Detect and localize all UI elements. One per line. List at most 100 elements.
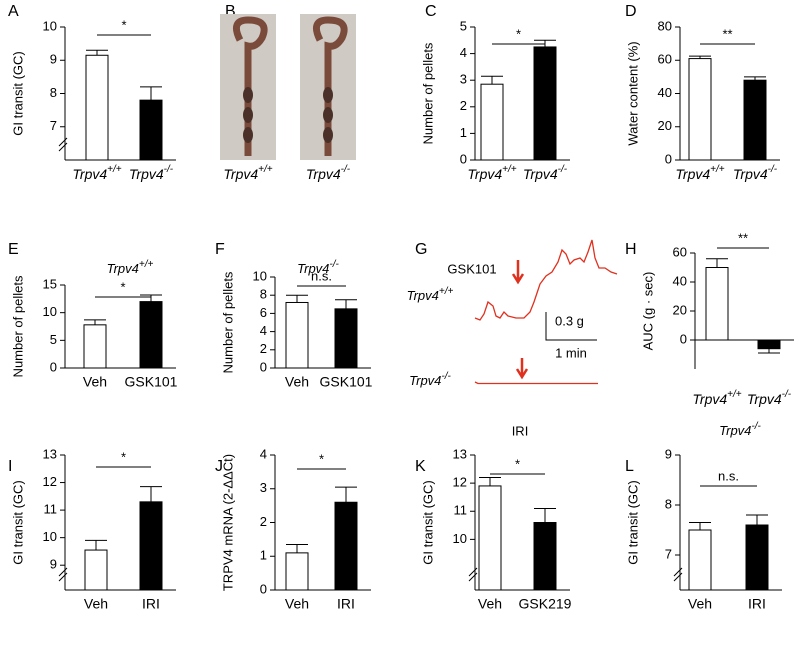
y-tick-label: 0 [260,581,267,596]
y-tick-label: 8 [260,287,267,302]
x-tick-label: IRI [337,596,355,612]
y-tick-label: 10 [43,18,57,33]
panel: G GSK101 Trpv4+/+ 0.3 g 1 min Trpv4-/- [407,239,618,388]
bar [533,46,557,161]
bar [85,54,109,161]
significance: ** [738,230,748,245]
panel-letter: C [425,3,437,20]
y-tick-label: 10 [453,531,467,546]
significance: * [121,449,126,464]
y-axis-label: Number of pellets [10,275,25,377]
panel: F 0 2 4 6 8 10 Number of pellets Veh GSK101 n.s.Tr… [215,241,373,389]
panel-letter: A [8,3,19,20]
panel: I 9 10 11 12 13 GI transit (GC) Veh IRI * [8,446,176,612]
panel-letter: K [415,458,426,475]
x-tick-label: Veh [478,596,502,612]
y-tick-label: 0 [665,151,672,166]
bar [285,301,309,369]
panel: H 0 20 40 60 AUC (g · sec) Trpv4+/+ Trpv4-/- ** [625,230,794,407]
y-tick-label: 0 [50,359,57,374]
y-tick-label: 2 [260,341,267,356]
axis-break [58,142,68,152]
y-tick-label: 3 [460,72,467,87]
y-tick-label: 5 [50,332,57,347]
y-tick-label: 0 [260,359,267,374]
trace [474,239,618,321]
axis-break [58,572,68,582]
x-tick-label: Trpv4-/- [733,164,778,182]
bar [688,58,712,161]
y-tick-label: 15 [43,276,57,291]
significance: * [319,451,324,466]
bar [533,522,557,591]
x-tick-label: Trpv4+/+ [675,164,724,182]
axis-break [673,572,683,582]
axis-break [58,567,68,577]
x-tick-label: Veh [83,374,107,390]
significance: * [515,456,520,471]
y-tick-label: 80 [658,18,672,33]
significance: n.s. [718,468,739,483]
y-tick-label: 7 [50,118,57,133]
axis-break [673,567,683,577]
panel-letter: J [215,458,223,475]
pellet [323,107,333,123]
y-tick-label: 9 [50,557,57,572]
panel-letter: L [625,458,634,475]
panel-letter: G [415,241,427,258]
y-tick-label: 10 [43,304,57,319]
x-tick-label: Trpv4+/+ [72,164,121,182]
significance: * [120,279,125,294]
scale-x-label: 1 min [555,345,587,360]
panel-title: Trpv4+/+ [107,259,154,276]
x-tick-label: Trpv4-/- [129,164,174,182]
photo-label: Trpv4+/+ [223,164,272,182]
y-tick-label: 10 [253,268,267,283]
y-axis-label: GI transit (GC) [10,51,25,136]
bar [139,301,163,369]
y-tick-label: 6 [260,305,267,320]
panel-letter: E [8,241,19,258]
x-tick-label: GSK101 [320,374,373,390]
y-tick-label: 60 [673,244,687,259]
scale-bar [545,312,597,341]
scale-y-label: 0.3 g [555,313,584,328]
pellet [243,127,253,143]
bar [139,501,163,591]
y-tick-label: 1 [260,548,267,563]
y-tick-label: 13 [43,446,57,461]
y-tick-label: 20 [673,302,687,317]
x-tick-label: Trpv4+/+ [467,164,516,182]
panel-letter: B [225,3,236,20]
panel: A 7 8 9 10 GI transit (GC) Trpv4+/+ Trpv4-/- * [8,3,176,182]
y-axis-label: AUC (g · sec) [640,272,655,351]
bar [478,485,502,591]
y-tick-label: 0 [680,331,687,346]
panel: D 0 20 40 60 80 Water content (%) Trpv4+/+ Trpv4… [625,3,780,182]
bar [745,524,769,591]
panel: J 0 1 2 3 4 TRPV4 mRNA (2-ΔΔCt) Veh IRI * [215,446,371,612]
x-tick-label: Veh [285,374,309,390]
y-tick-label: 8 [665,496,672,511]
y-tick-label: 5 [460,18,467,33]
y-tick-label: 3 [260,480,267,495]
bar [480,83,504,161]
y-tick-label: 20 [658,118,672,133]
x-tick-label: Veh [285,596,309,612]
y-tick-label: 2 [260,514,267,529]
pellet [243,107,253,123]
x-tick-label: Trpv4-/- [523,164,568,182]
pellet [323,127,333,143]
bar [84,549,108,591]
axis-break [468,572,478,582]
y-axis-label: Number of pellets [420,42,435,144]
y-tick-label: 60 [658,52,672,67]
panel-letter: H [625,241,637,258]
y-tick-label: 40 [658,85,672,100]
significance: * [516,26,521,41]
y-tick-label: 4 [260,446,267,461]
x-tick-label: IRI [748,596,766,612]
y-axis-label: GI transit (GC) [625,480,640,565]
photo-label: Trpv4-/- [306,164,351,182]
